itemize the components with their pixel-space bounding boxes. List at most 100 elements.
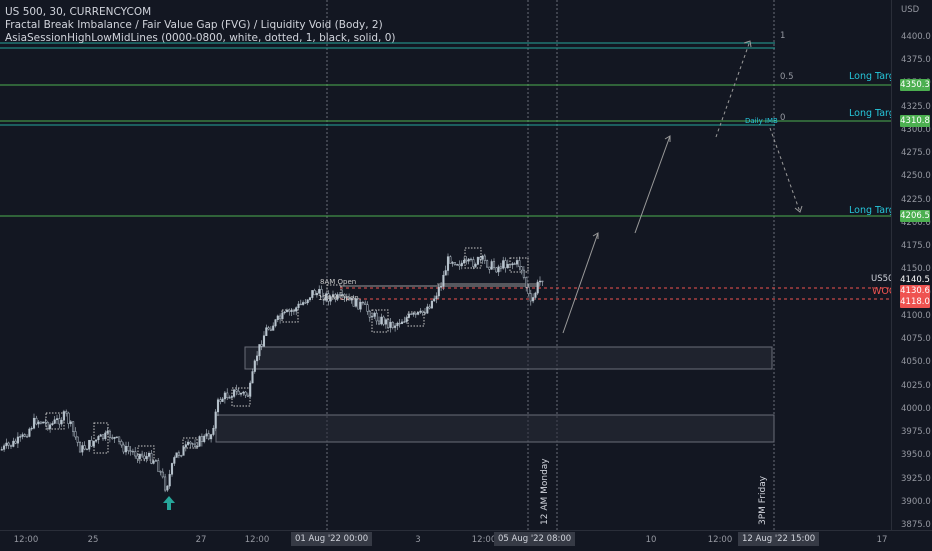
price-badge-target-2: 4310.8 (900, 115, 930, 127)
price-tick: 4375.0 (901, 55, 931, 66)
candle-body (527, 287, 530, 294)
candle-body (281, 312, 284, 320)
price-tick: 4325.0 (901, 101, 931, 112)
candle-body (285, 309, 289, 313)
candle-body (122, 444, 125, 453)
candle-body (191, 443, 194, 445)
time-axis[interactable] (0, 530, 932, 551)
candle-body (53, 419, 56, 424)
candle-body (433, 298, 436, 302)
candle-body (295, 307, 298, 312)
candle-body (166, 485, 169, 491)
candle-body (106, 430, 109, 434)
candle-body (423, 312, 427, 314)
price-tick: 3950.0 (901, 450, 931, 461)
price-tick: 4400.0 (901, 32, 931, 42)
candle-body (343, 294, 346, 298)
candle-body (177, 452, 180, 456)
candle-body (308, 297, 312, 301)
candle-body (101, 434, 105, 440)
candle-body (249, 382, 252, 397)
candle-body (375, 312, 378, 322)
candle-body (444, 270, 447, 276)
candle-body (274, 319, 277, 327)
candle-body (239, 392, 243, 395)
candle-body (131, 450, 134, 453)
candle-body (437, 287, 440, 297)
candle-body (403, 321, 406, 323)
candle-body (196, 445, 199, 448)
candle-body (30, 427, 33, 430)
candle-body (205, 433, 208, 437)
indicator-fvg[interactable]: Fractal Break Imbalance / Fair Value Gap… (5, 19, 383, 31)
candle-body (384, 319, 387, 325)
open-8am-label: 8AM Open (320, 278, 357, 286)
candle-body (134, 451, 137, 457)
candle-body (499, 266, 502, 269)
candle-body (504, 260, 507, 269)
candle-body (428, 306, 431, 309)
candle-body (373, 312, 376, 317)
candle-body (361, 301, 364, 304)
currency-label: USD (901, 5, 920, 15)
candle-body (513, 263, 516, 265)
price-badge-us500: 4140.5 (900, 274, 930, 286)
candle-body (7, 442, 10, 446)
candle-body (272, 325, 275, 331)
candle-body (382, 316, 385, 325)
candle-body (113, 437, 116, 439)
long-target-label-2: Long Target (849, 108, 905, 119)
price-tick: 4175.0 (901, 241, 931, 252)
candle-body (283, 311, 286, 314)
candle-body (345, 297, 348, 299)
candle-body (389, 321, 392, 328)
candle-body (189, 441, 192, 444)
candle-body (327, 293, 330, 302)
candle-body (292, 310, 295, 312)
candle-body (141, 453, 144, 457)
fib-level-05: 0.5 (780, 72, 794, 82)
candle-body (0, 449, 3, 451)
candle-body (219, 399, 222, 402)
candle-body (380, 316, 383, 325)
price-tick: 4000.0 (901, 403, 931, 414)
candle-body (336, 294, 339, 300)
candle-body (354, 298, 358, 307)
candle-body (474, 264, 477, 267)
candle-body (511, 263, 514, 266)
candle-body (276, 315, 279, 320)
candle-body (147, 453, 151, 457)
candle-body (297, 303, 300, 308)
time-badge-2: 05 Aug '22 08:00 (494, 532, 576, 546)
candle-body (95, 439, 98, 442)
candle-body (242, 391, 245, 394)
candle-body (486, 260, 489, 268)
candle-body (97, 436, 100, 441)
indicator-asia-session[interactable]: AsiaSessionHighLowMidLines (0000-0800, w… (5, 32, 396, 44)
candle-body (228, 397, 231, 399)
price-tick: 3875.0 (901, 520, 931, 530)
candle-body (502, 260, 505, 269)
candle-body (407, 313, 410, 318)
candle-body (193, 443, 197, 448)
candle-body (488, 266, 491, 270)
candle-body (456, 264, 459, 266)
candle-body (129, 450, 132, 452)
candle-body (5, 442, 8, 447)
candle-body (237, 390, 240, 395)
candle-body (42, 421, 45, 424)
candle-body (12, 440, 15, 447)
candle-body (26, 436, 29, 438)
candle-body (359, 301, 362, 310)
candle-body (203, 435, 206, 442)
candle-body (253, 360, 256, 372)
candle-body (235, 389, 238, 392)
long-target-label-3: Long Target (849, 205, 905, 216)
candle-body (421, 310, 424, 313)
candle-body (19, 436, 22, 438)
candle-body (446, 256, 450, 271)
price-tick: 3900.0 (901, 496, 931, 507)
price-badge-target-1: 4350.3 (900, 79, 930, 91)
time-tick: 27 (195, 535, 207, 545)
